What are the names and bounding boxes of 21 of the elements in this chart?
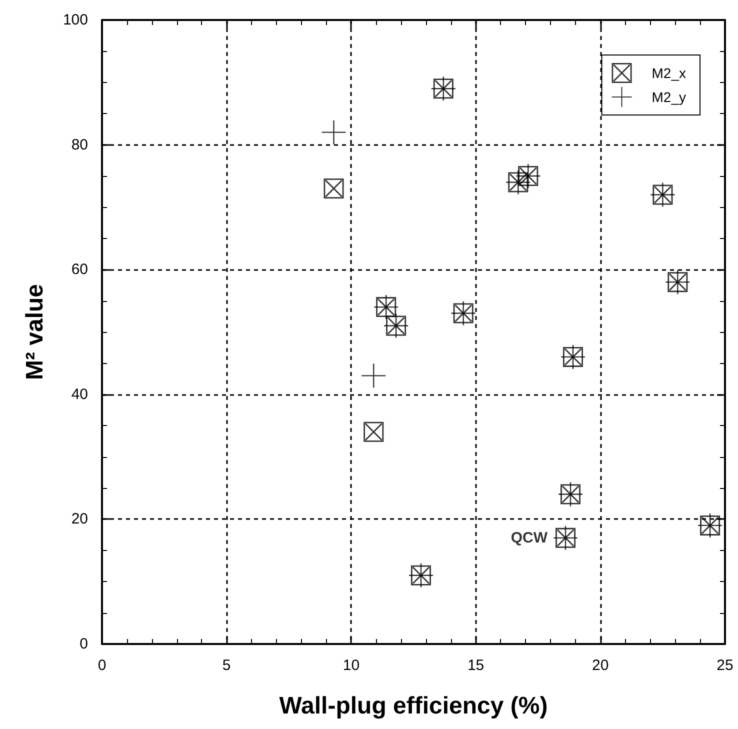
x-tick-label: 5 (222, 657, 231, 674)
x-tick-label: 0 (98, 657, 106, 674)
y-tick-label: 40 (71, 386, 88, 403)
y-tick-label: 100 (62, 12, 88, 28)
annotation: QCW (510, 529, 548, 546)
point (362, 364, 386, 388)
point (364, 422, 384, 442)
x-tick-label: 20 (592, 657, 609, 674)
x-tick-label: 25 (716, 657, 734, 674)
legend-label: M2_x (652, 65, 686, 81)
y-tick-label: 60 (71, 261, 88, 278)
x-tick-label: 15 (467, 657, 484, 674)
point (322, 120, 346, 144)
point (324, 178, 344, 198)
legend-label: M2_y (652, 89, 686, 105)
x-axis-title: Wall-plug efficiency (%) (279, 692, 548, 720)
y-tick-label: 80 (71, 136, 88, 154)
y-tick-label: 0 (80, 636, 88, 652)
y-axis-title: M² value (22, 284, 48, 380)
y-tick-label: 20 (71, 510, 88, 528)
x-tick-label: 10 (342, 657, 360, 674)
